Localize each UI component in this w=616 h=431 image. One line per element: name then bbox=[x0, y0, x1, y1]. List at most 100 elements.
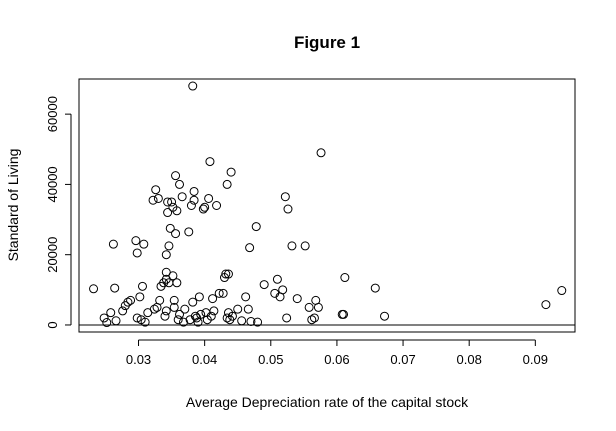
data-point bbox=[190, 311, 200, 321]
data-point bbox=[204, 193, 214, 203]
data-point bbox=[99, 313, 109, 323]
data-point bbox=[165, 223, 175, 233]
data-point bbox=[161, 306, 171, 316]
data-point bbox=[132, 313, 142, 323]
data-point bbox=[149, 304, 159, 314]
data-point bbox=[193, 317, 203, 327]
data-point bbox=[237, 316, 247, 326]
x-tick-label: 0.05 bbox=[258, 352, 283, 367]
data-point bbox=[132, 248, 142, 258]
data-point bbox=[309, 313, 319, 323]
data-point bbox=[227, 311, 237, 321]
data-point bbox=[186, 201, 196, 210]
data-point bbox=[287, 241, 297, 251]
data-point bbox=[111, 316, 121, 326]
data-point bbox=[123, 297, 133, 307]
data-point bbox=[106, 308, 116, 318]
data-point bbox=[171, 171, 181, 181]
x-axis-label: Average Depreciation rate of the capital… bbox=[186, 394, 469, 410]
data-point bbox=[200, 202, 210, 212]
data-point bbox=[243, 304, 253, 314]
data-points bbox=[89, 81, 567, 328]
data-point bbox=[161, 250, 171, 260]
data-point bbox=[194, 292, 204, 302]
data-point bbox=[177, 192, 187, 202]
data-point bbox=[307, 315, 317, 325]
data-point bbox=[135, 292, 145, 302]
data-point bbox=[208, 294, 218, 304]
data-point bbox=[221, 269, 231, 279]
data-point bbox=[189, 195, 199, 205]
data-point bbox=[241, 292, 251, 302]
data-point bbox=[339, 309, 349, 319]
data-point bbox=[108, 239, 118, 249]
y-tick-label: 60000 bbox=[45, 96, 60, 132]
data-point bbox=[155, 295, 165, 305]
data-point bbox=[370, 283, 380, 293]
data-point bbox=[140, 317, 150, 327]
data-point bbox=[126, 295, 136, 305]
x-tick-label: 0.09 bbox=[523, 352, 548, 367]
data-point bbox=[245, 243, 255, 253]
data-point bbox=[222, 313, 232, 323]
data-point bbox=[209, 306, 219, 316]
data-point bbox=[316, 148, 326, 158]
data-point bbox=[151, 185, 161, 195]
data-point bbox=[168, 271, 178, 281]
x-tick-label: 0.06 bbox=[324, 352, 349, 367]
data-point bbox=[541, 300, 551, 310]
x-tick-label: 0.07 bbox=[390, 352, 415, 367]
data-point bbox=[198, 204, 208, 214]
plot-frame bbox=[78, 78, 576, 333]
y-tick-label: 20000 bbox=[45, 237, 60, 273]
data-point bbox=[233, 304, 243, 314]
data-point bbox=[300, 241, 310, 251]
data-point bbox=[259, 280, 269, 290]
data-point bbox=[175, 309, 185, 319]
data-point bbox=[180, 304, 190, 314]
data-point bbox=[214, 288, 224, 298]
data-point bbox=[188, 81, 198, 91]
data-point bbox=[340, 273, 350, 283]
data-point bbox=[110, 283, 120, 293]
data-point bbox=[282, 313, 292, 323]
data-point bbox=[153, 193, 163, 203]
data-point bbox=[557, 286, 567, 296]
data-point bbox=[175, 179, 185, 189]
y-tick-label: 0 bbox=[45, 321, 60, 328]
data-point bbox=[188, 297, 198, 307]
data-point bbox=[169, 302, 179, 312]
data-point bbox=[272, 274, 282, 284]
y-axis-label: Standard of Living bbox=[5, 149, 21, 262]
data-point bbox=[172, 206, 182, 216]
data-point bbox=[148, 195, 158, 205]
data-point bbox=[283, 204, 293, 214]
data-point bbox=[118, 306, 128, 316]
data-point bbox=[169, 295, 179, 305]
data-point bbox=[212, 201, 222, 210]
data-point bbox=[139, 239, 149, 249]
x-tick-label: 0.04 bbox=[192, 352, 217, 367]
data-point bbox=[178, 317, 188, 327]
data-point bbox=[246, 316, 256, 326]
data-point bbox=[222, 179, 232, 189]
data-point bbox=[167, 197, 177, 207]
data-point bbox=[313, 302, 323, 312]
data-point bbox=[280, 192, 290, 202]
data-point bbox=[102, 318, 112, 328]
data-point bbox=[131, 236, 141, 246]
data-point bbox=[160, 311, 170, 321]
data-point bbox=[205, 157, 215, 167]
y-tick-label: 40000 bbox=[45, 166, 60, 202]
data-point bbox=[184, 227, 194, 237]
chart-title: Figure 1 bbox=[294, 33, 360, 52]
x-tick-label: 0.03 bbox=[126, 352, 151, 367]
data-point bbox=[173, 315, 183, 325]
data-point bbox=[164, 241, 174, 251]
data-point bbox=[292, 294, 302, 304]
data-point bbox=[251, 222, 261, 232]
data-point bbox=[218, 288, 228, 298]
data-point bbox=[206, 311, 216, 321]
data-point bbox=[163, 208, 173, 218]
x-axis: 0.03 0.04 0.05 0.06 0.07 0.08 0.09 bbox=[126, 339, 548, 367]
